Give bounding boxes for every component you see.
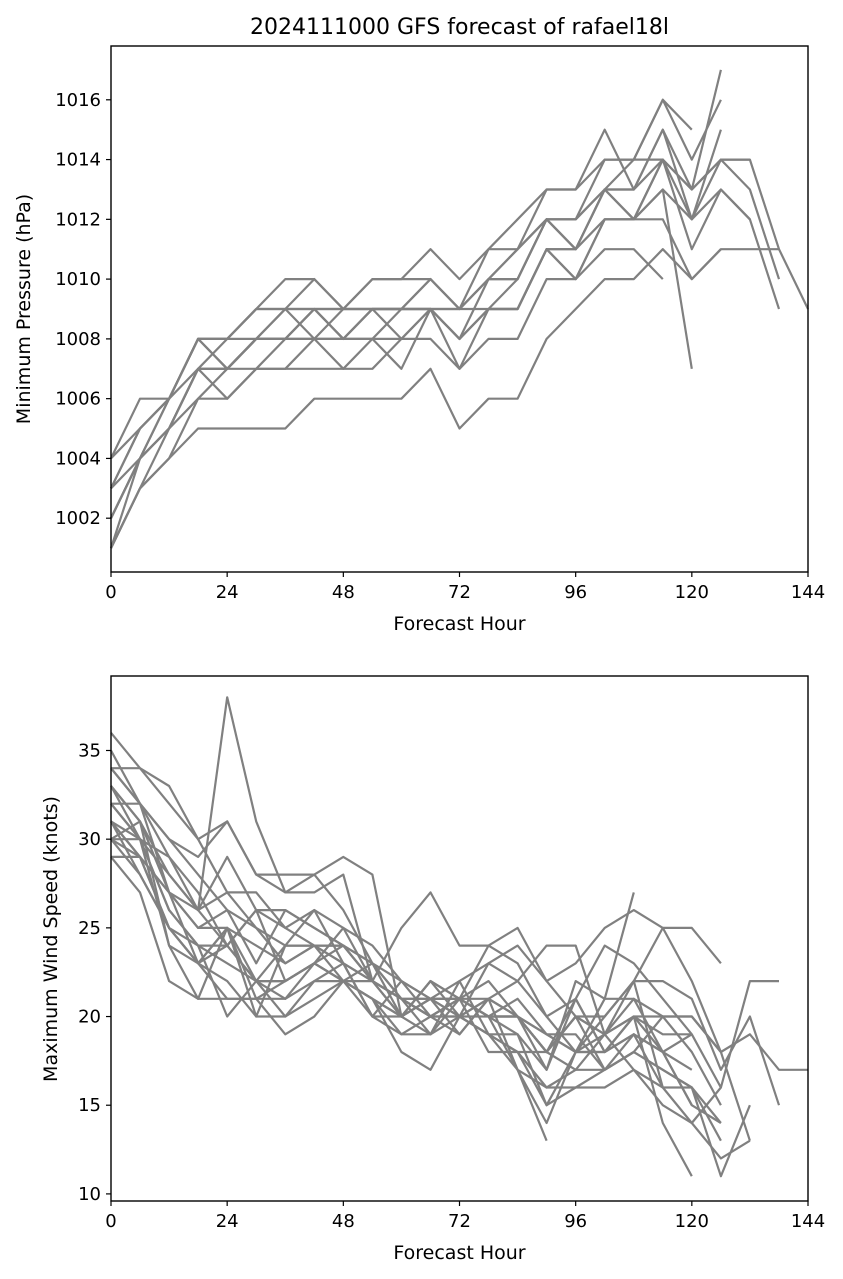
y-tick-label: 1016 bbox=[55, 90, 101, 111]
wind-chart: 0 24 48 72 96 120 144 10 15 20 25 30 35 Forecast Ho… bbox=[40, 675, 825, 1264]
series-line bbox=[110, 158, 781, 519]
y-tick-label: 1004 bbox=[55, 448, 101, 469]
x-tick-label: 120 bbox=[675, 582, 709, 603]
y-tick-label: 1014 bbox=[55, 150, 101, 171]
y-tick-label: 1010 bbox=[55, 269, 101, 290]
x-axis-label: Forecast Hour bbox=[393, 1242, 525, 1264]
pressure-x-ticks: 0 24 48 72 96 120 144 bbox=[105, 572, 825, 603]
x-tick-label: 72 bbox=[448, 582, 471, 603]
x-tick-label: 96 bbox=[564, 1211, 587, 1232]
pressure-chart: 2024111000 GFS forecast of rafael18l 0 24… bbox=[13, 15, 825, 635]
x-tick-label: 48 bbox=[332, 1211, 355, 1232]
x-tick-label: 24 bbox=[216, 582, 239, 603]
series-line bbox=[110, 803, 693, 1177]
chart-title: 2024111000 GFS forecast of rafael18l bbox=[250, 15, 669, 40]
x-tick-label: 0 bbox=[105, 582, 116, 603]
y-tick-label: 20 bbox=[78, 1007, 101, 1028]
y-tick-label: 1006 bbox=[55, 389, 101, 410]
y-tick-label: 15 bbox=[78, 1095, 101, 1116]
x-axis-label: Forecast Hour bbox=[393, 613, 525, 635]
series-line bbox=[110, 767, 722, 1089]
y-tick-label: 1008 bbox=[55, 329, 101, 350]
plot-frame bbox=[110, 45, 809, 573]
x-tick-label: 120 bbox=[675, 1211, 709, 1232]
plot-frame bbox=[110, 675, 809, 1202]
wind-x-ticks: 0 24 48 72 96 120 144 bbox=[105, 1201, 825, 1232]
x-tick-label: 0 bbox=[105, 1211, 116, 1232]
wind-y-ticks: 10 15 20 25 30 35 bbox=[78, 740, 111, 1205]
series-line bbox=[110, 838, 693, 1071]
y-axis-label: Maximum Wind Speed (knots) bbox=[40, 796, 62, 1082]
x-tick-label: 144 bbox=[791, 1211, 825, 1232]
series-line bbox=[110, 218, 722, 490]
y-tick-label: 10 bbox=[78, 1184, 101, 1205]
x-tick-label: 96 bbox=[564, 582, 587, 603]
x-tick-label: 24 bbox=[216, 1211, 239, 1232]
pressure-series bbox=[109, 69, 809, 549]
wind-series bbox=[110, 696, 808, 1178]
x-tick-label: 48 bbox=[332, 582, 355, 603]
y-tick-label: 30 bbox=[78, 829, 101, 850]
y-tick-label: 1002 bbox=[55, 508, 101, 529]
series-line bbox=[110, 248, 779, 549]
y-tick-label: 25 bbox=[78, 918, 101, 939]
pressure-y-ticks: 1002 1004 1006 1008 1010 1012 1014 1016 bbox=[55, 90, 111, 529]
y-axis-label: Minimum Pressure (hPa) bbox=[13, 194, 35, 424]
x-tick-label: 144 bbox=[791, 582, 825, 603]
series-line bbox=[110, 248, 664, 549]
y-tick-label: 1012 bbox=[55, 209, 101, 230]
x-tick-label: 72 bbox=[448, 1211, 471, 1232]
y-tick-label: 35 bbox=[78, 740, 101, 761]
